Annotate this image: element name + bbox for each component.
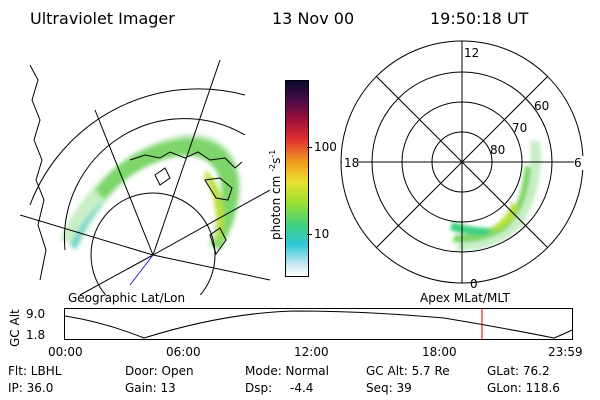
- color-scale-bar: [285, 80, 309, 277]
- mlt-label-18: 18: [344, 156, 359, 170]
- x-tick-1800: 18:00: [422, 345, 457, 359]
- polar-mlt-plot: 12 18 6 0 60 70 80: [340, 40, 584, 290]
- ip-status: IP: 36.0: [8, 381, 54, 395]
- gc-alt-status: GC Alt: 5.7 Re: [366, 364, 450, 378]
- y-tick-9: 9.0: [26, 307, 46, 321]
- lat-label-60: 60: [534, 99, 549, 113]
- app-title: Ultraviolet Imager: [30, 9, 175, 28]
- colorbar-tick-100: [307, 147, 312, 148]
- mlt-label-6: 6: [574, 156, 582, 170]
- mlt-label-12: 12: [464, 46, 479, 60]
- mode-status: Mode: Normal: [245, 364, 329, 378]
- dsp-label: Dsp:: [245, 381, 273, 395]
- geographic-map: [20, 59, 270, 295]
- polar-aurora: [450, 140, 542, 251]
- geographic-label: Geographic Lat/Lon: [68, 291, 186, 305]
- aurora-image: [60, 134, 241, 250]
- y-tick-1-8: 1.8: [26, 328, 46, 342]
- x-tick-0600: 06:00: [166, 345, 201, 359]
- lat-label-80: 80: [490, 143, 505, 157]
- x-tick-2359: 23:59: [548, 345, 583, 359]
- colorbar-label-10: 10: [314, 227, 330, 241]
- glon-status: GLon: 118.6: [487, 381, 560, 395]
- gain-status: Gain: 13: [125, 381, 176, 395]
- x-tick-1200: 12:00: [294, 345, 329, 359]
- apex-label: Apex MLat/MLT: [420, 291, 510, 305]
- filter-status: Flt: LBHL: [8, 364, 62, 378]
- mlt-label-0: 0: [470, 277, 478, 290]
- altitude-curve: [64, 310, 573, 339]
- time-label: 19:50:18 UT: [430, 9, 529, 28]
- dsp-value: -4.4: [290, 381, 314, 395]
- colorbar-label-100: 100: [314, 140, 337, 154]
- x-tick-0000: 00:00: [48, 345, 83, 359]
- door-status: Door: Open: [125, 364, 194, 378]
- colorbar-tick-10: [307, 234, 312, 235]
- glat-status: GLat: 76.2: [487, 364, 550, 378]
- date-label: 13 Nov 00: [272, 9, 355, 28]
- lat-label-70: 70: [512, 121, 527, 135]
- altitude-timeline: [64, 308, 573, 340]
- seq-status: Seq: 39: [366, 381, 412, 395]
